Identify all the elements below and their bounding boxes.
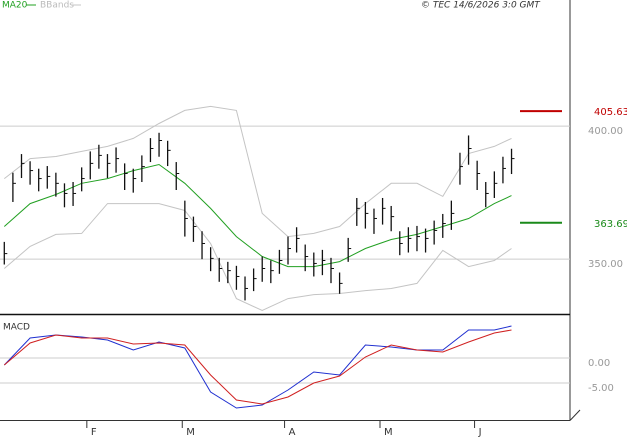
band-upper — [3, 105, 512, 238]
level-label: 363.69 — [594, 219, 627, 230]
x-tick-label: J — [478, 427, 482, 438]
y-tick-label: -5.00 — [588, 383, 614, 394]
legend-entry: BBands — [40, 1, 74, 11]
y-tick-label: 350.00 — [588, 259, 623, 270]
band-lower — [3, 203, 512, 312]
x-tick-label: A — [289, 427, 296, 438]
macd-line — [3, 329, 512, 405]
x-tick-label: F — [91, 427, 97, 438]
level-label: 405.63 — [594, 107, 627, 118]
x-tick-label: M — [186, 427, 195, 438]
panel-title: MACD — [3, 323, 30, 333]
x-tick-label: M — [384, 427, 393, 438]
axis-corner — [569, 409, 581, 421]
y-tick-label: 400.00 — [588, 126, 623, 137]
legend-entry: MA20 — [2, 1, 28, 11]
source: © TEC 14/6/2026 3:0 GMT — [421, 1, 541, 11]
ma-line — [3, 163, 512, 268]
y-tick-label: 0.00 — [588, 358, 610, 369]
